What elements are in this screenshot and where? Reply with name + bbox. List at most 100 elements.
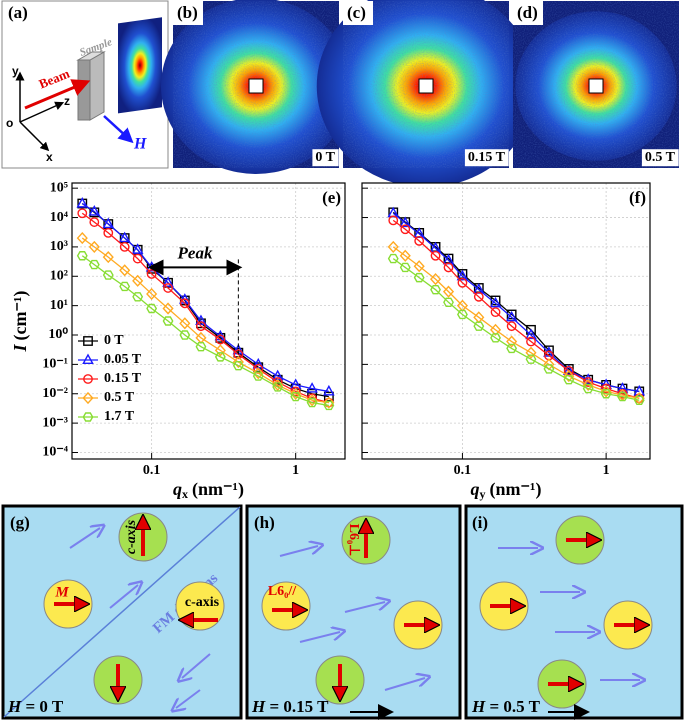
series-line xyxy=(392,212,640,393)
data-point xyxy=(456,269,469,281)
data-point xyxy=(489,323,502,336)
x-axis-label: qx (nm⁻¹) xyxy=(173,479,244,501)
data-point xyxy=(543,364,555,374)
field-bg xyxy=(464,149,509,167)
data-point xyxy=(89,207,100,218)
panel-i: (i) H = 0.5 T xyxy=(464,504,684,720)
data-point xyxy=(306,397,318,408)
moment-arrow xyxy=(344,602,385,613)
data-point xyxy=(443,297,454,307)
data-point xyxy=(163,283,173,293)
data-point xyxy=(413,272,425,283)
moment-arrow xyxy=(69,528,100,549)
panel-g: (g) FM domains c-axis M c-axis H = 0 T xyxy=(1,504,243,720)
data-point xyxy=(233,349,244,360)
plot-frame xyxy=(71,182,346,460)
y-tick-label: 10⁰ xyxy=(48,327,68,342)
field-value: = 0.5 T xyxy=(489,697,540,716)
detector xyxy=(118,17,162,114)
data-point xyxy=(489,296,502,308)
data-point xyxy=(102,270,114,280)
x-axis-symbol: q xyxy=(471,479,480,499)
moment-arrow xyxy=(176,689,201,708)
data-point xyxy=(146,303,158,314)
panel-label: (c) xyxy=(347,3,366,22)
field-value: = 0.15 T xyxy=(269,697,329,716)
para-label: L6₀// xyxy=(268,584,297,599)
series-line xyxy=(81,255,329,407)
data-point xyxy=(414,236,425,246)
x-tick-label: 1 xyxy=(603,463,610,478)
x-tick-label: 0.1 xyxy=(454,463,472,478)
data-point xyxy=(76,231,88,245)
y-tick-label: 10⁻¹ xyxy=(42,357,68,372)
data-point xyxy=(232,361,244,371)
legend-marker xyxy=(83,336,93,346)
axis-x-label: x xyxy=(46,150,53,164)
legend-label: 0.5 T xyxy=(104,390,135,405)
sample-front xyxy=(77,59,91,121)
x-axis-unit: (nm⁻¹) xyxy=(490,479,542,500)
panel-label: (d) xyxy=(517,3,538,22)
chart: 0.1 1 (f) qy (nm⁻¹) xyxy=(361,182,651,501)
data-point xyxy=(306,382,318,393)
y-axis-label: I (cm⁻¹) xyxy=(10,291,31,353)
moment-arrow xyxy=(299,632,340,643)
data-point xyxy=(132,292,144,302)
data-point xyxy=(490,333,501,343)
charts: 10⁻⁴ 10⁻³ 10⁻² 10⁻¹ 10⁰ 10¹ 10² 10³ 10⁴ 10⁵ 0.1 1 (e… xyxy=(10,180,651,501)
data-point xyxy=(76,197,89,208)
panel-h: (h) L6₀⊥ L6₀// H = 0.15 T xyxy=(245,504,462,720)
legend-label: 0.05 T xyxy=(104,352,142,367)
series-line xyxy=(81,202,329,393)
y-tick-label: 10⁴ xyxy=(50,210,69,225)
plot-frame xyxy=(361,182,651,460)
y-tick-label: 10² xyxy=(50,268,68,283)
data-point xyxy=(430,250,441,261)
data-point xyxy=(119,264,131,277)
series-line xyxy=(81,212,330,404)
beamstop xyxy=(588,78,604,94)
data-point xyxy=(214,352,226,362)
data-point xyxy=(525,346,537,359)
data-point xyxy=(473,321,485,331)
data-point xyxy=(179,330,191,340)
data-point xyxy=(600,389,612,399)
data-point xyxy=(400,224,411,235)
data-point xyxy=(473,291,484,302)
data-point xyxy=(232,355,244,369)
field-bg xyxy=(312,149,339,167)
data-point xyxy=(290,387,302,400)
data-point xyxy=(526,324,536,335)
field-symbol: H xyxy=(251,697,266,716)
data-point xyxy=(525,354,537,364)
data-point xyxy=(563,375,575,385)
series-line xyxy=(81,237,329,404)
data-point xyxy=(387,240,399,253)
legend-label: 0 T xyxy=(104,333,124,348)
field-label: H = 0 T xyxy=(7,697,64,716)
beamstop xyxy=(248,78,264,94)
data-point xyxy=(146,287,158,301)
label-bg xyxy=(513,1,543,25)
data-point xyxy=(103,227,114,238)
panel-label: (g) xyxy=(10,513,30,532)
panel-label: (i) xyxy=(472,513,488,532)
field-label: H = 0.5 T xyxy=(471,697,541,716)
series-line xyxy=(392,219,640,399)
data-point xyxy=(457,309,468,320)
moment-arrow xyxy=(279,546,318,557)
field-label: 0 T xyxy=(315,150,335,165)
origin-label: o xyxy=(6,116,13,130)
data-point xyxy=(506,335,518,348)
field-bg xyxy=(641,149,679,167)
moment-arrow xyxy=(182,653,211,678)
data-point xyxy=(119,242,130,252)
panel-label: (f) xyxy=(629,188,646,207)
panel-d: (d) 0.5 T xyxy=(513,1,679,168)
data-point xyxy=(272,382,284,392)
beam-arrow xyxy=(24,79,91,110)
legend-label: 1.7 T xyxy=(104,409,135,424)
field-symbol: H xyxy=(471,697,486,716)
panel-label: (a) xyxy=(8,3,28,22)
